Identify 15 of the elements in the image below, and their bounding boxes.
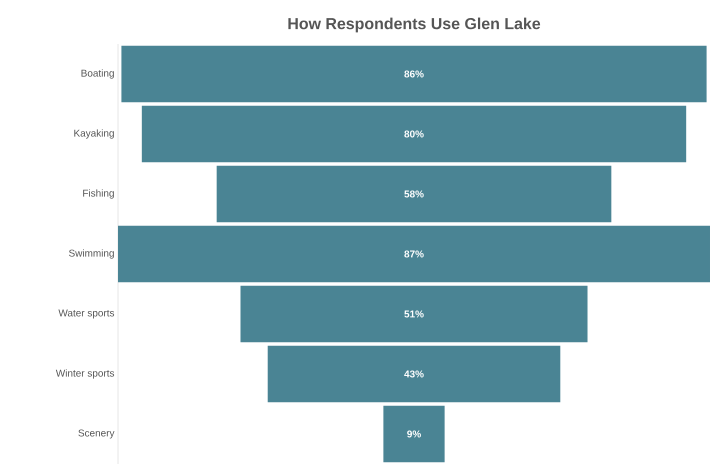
data-label: 80% bbox=[404, 130, 424, 138]
category-label: Winter sports bbox=[56, 369, 114, 379]
data-label: 51% bbox=[404, 310, 424, 318]
category-label: Swimming bbox=[68, 249, 114, 259]
data-label: 9% bbox=[407, 430, 421, 438]
data-label: 58% bbox=[404, 190, 424, 198]
data-label: 43% bbox=[404, 370, 424, 378]
category-label: Fishing bbox=[83, 189, 114, 199]
data-label: 87% bbox=[404, 250, 424, 258]
category-label: Scenery bbox=[78, 429, 114, 438]
category-label: Boating bbox=[82, 69, 114, 79]
category-label: Kayaking bbox=[74, 129, 114, 139]
data-label: 86% bbox=[404, 70, 424, 78]
text: How Respondents Use Glen Lake bbox=[288, 18, 540, 32]
category-label: Water sports bbox=[58, 310, 114, 318]
